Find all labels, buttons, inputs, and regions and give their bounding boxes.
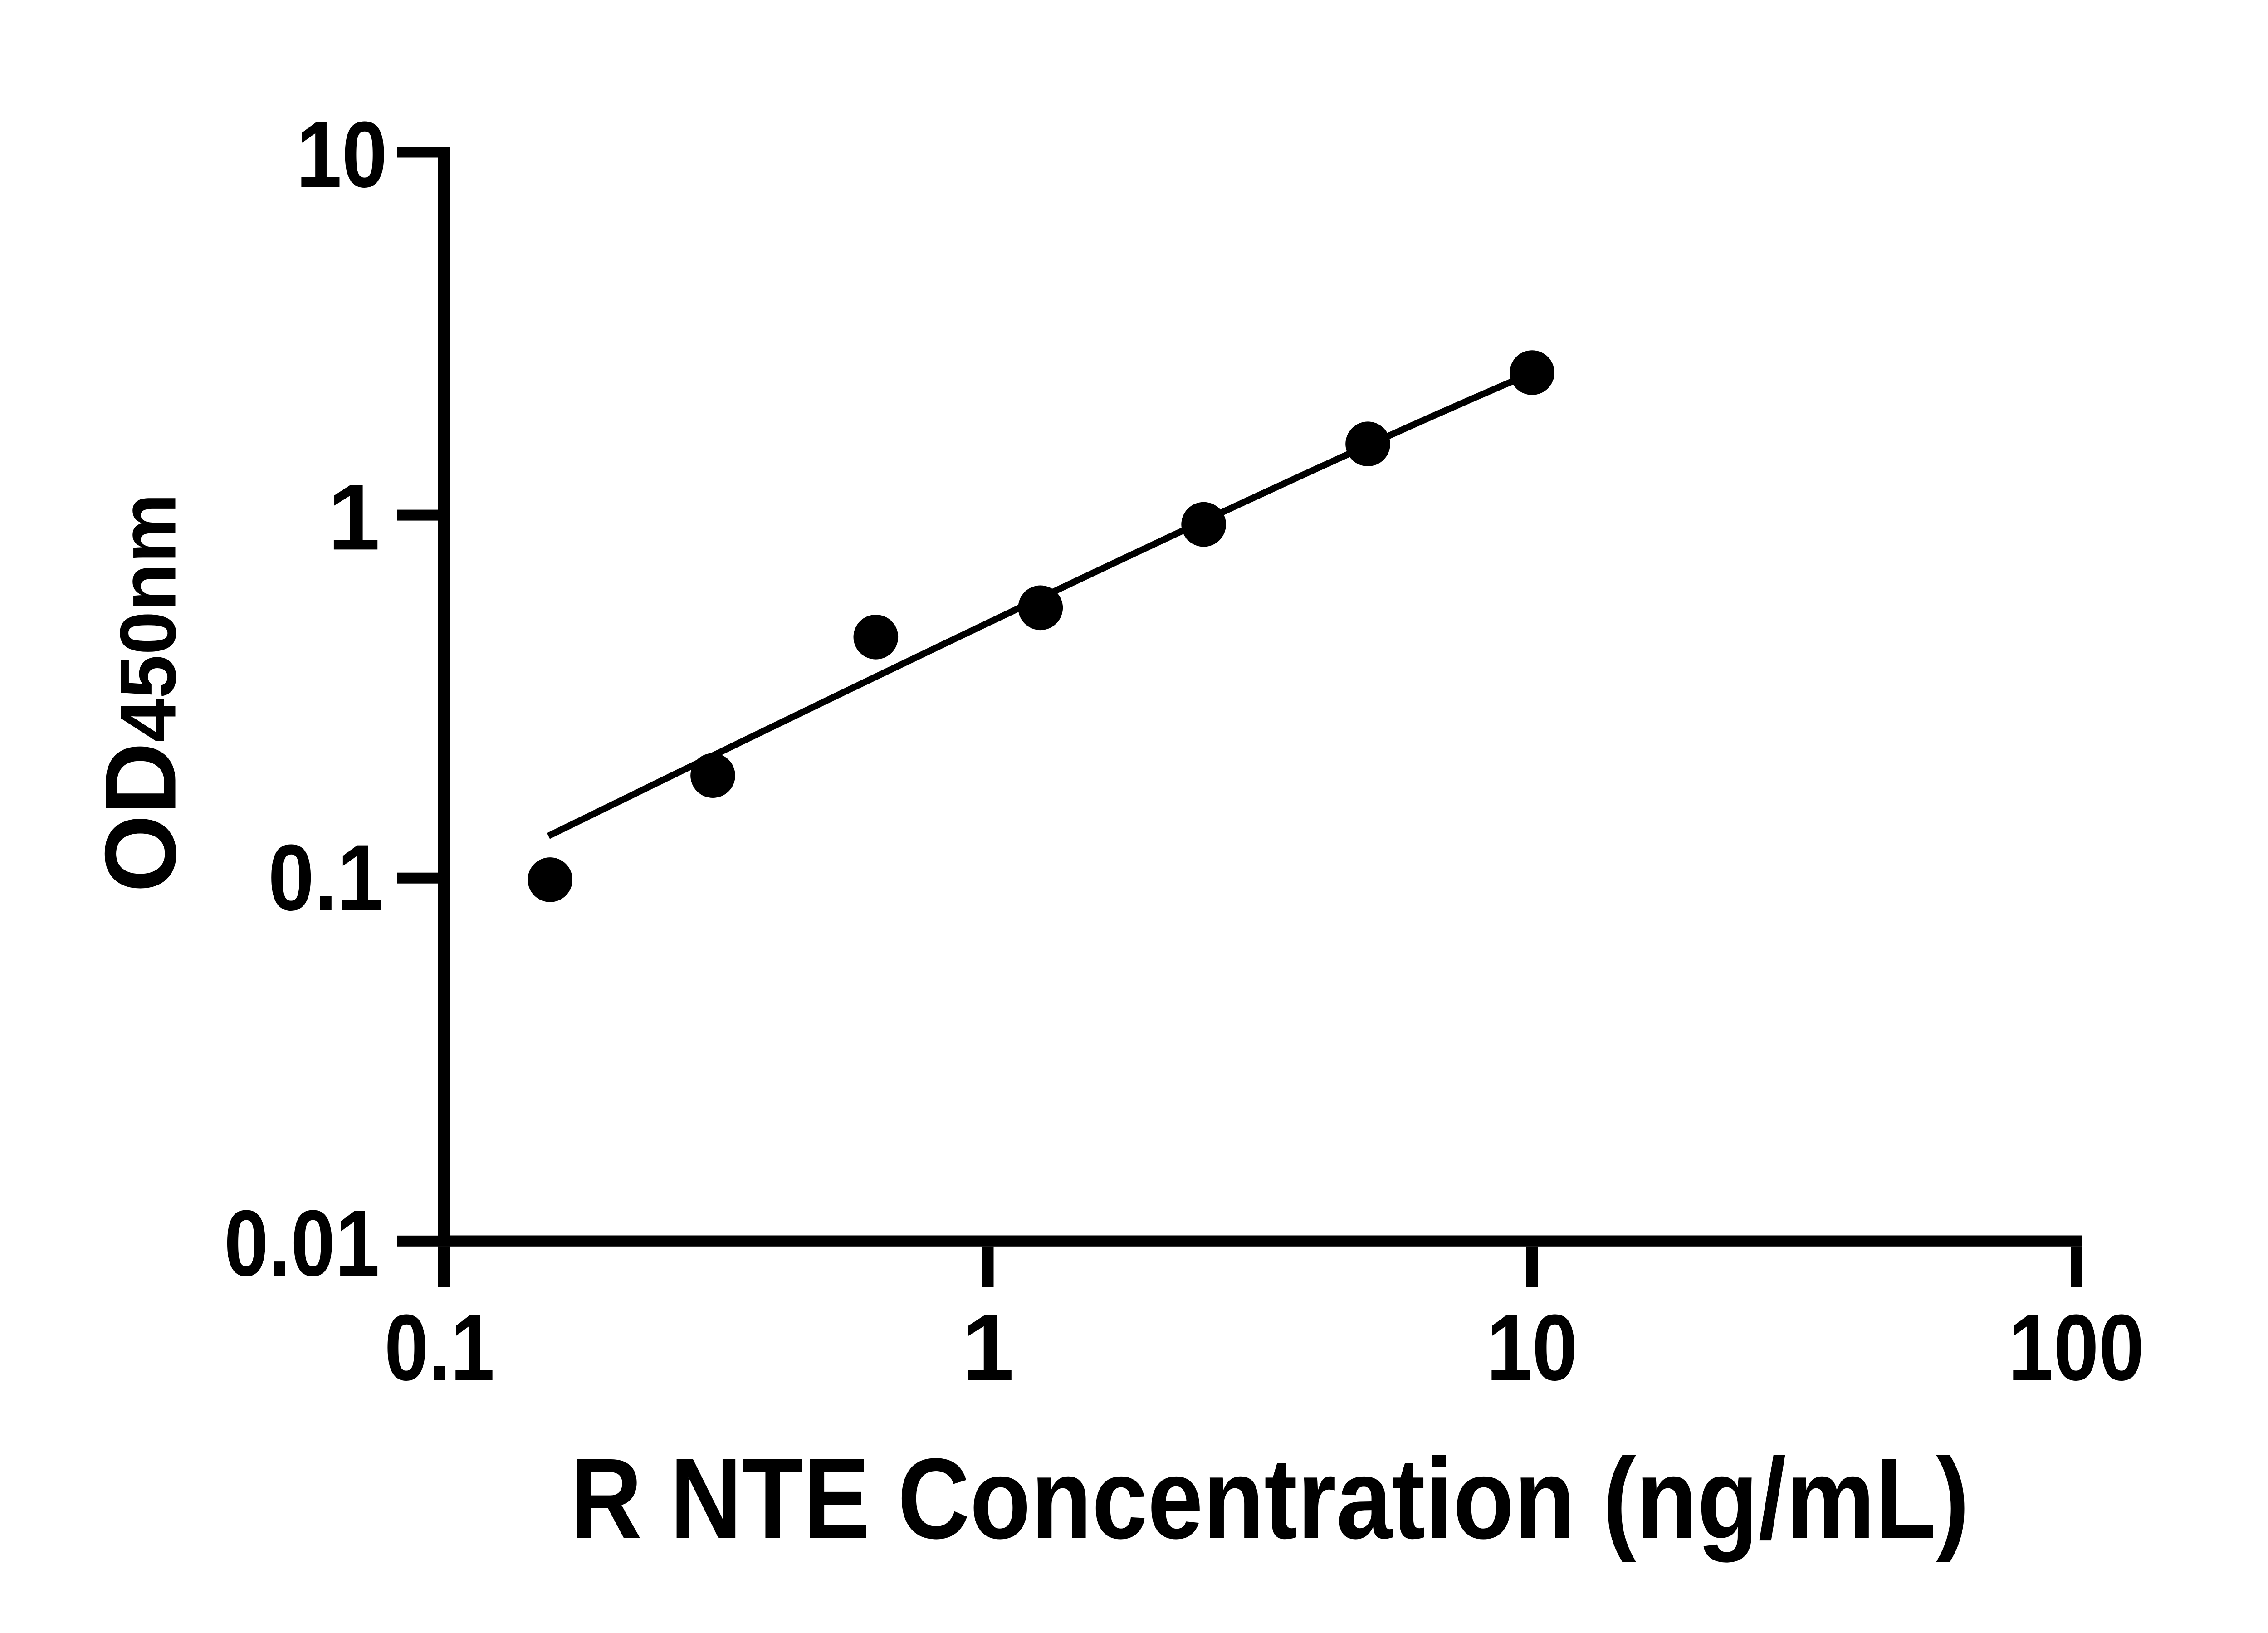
svg-text:100: 100 xyxy=(2008,1295,2144,1400)
svg-text:0.01: 0.01 xyxy=(224,1191,380,1296)
svg-text:1: 1 xyxy=(962,1295,1014,1400)
svg-text:R NTE Concentration (ng/mL): R NTE Concentration (ng/mL) xyxy=(570,1434,1970,1563)
svg-text:1: 1 xyxy=(328,464,380,569)
svg-text:10: 10 xyxy=(1486,1295,1578,1400)
svg-text:OD450nm: OD450nm xyxy=(84,494,197,893)
svg-text:0.1: 0.1 xyxy=(385,1295,495,1400)
svg-text:10: 10 xyxy=(296,102,387,207)
svg-text:0.1: 0.1 xyxy=(268,825,383,930)
